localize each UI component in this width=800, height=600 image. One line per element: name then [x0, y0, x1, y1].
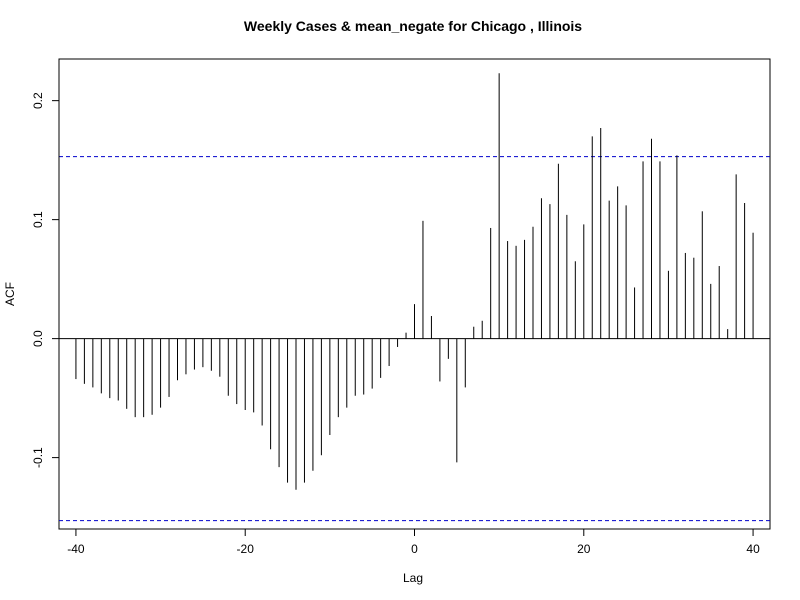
y-tick-label: 0.0: [31, 330, 45, 347]
plot-frame: [58, 58, 771, 530]
x-tick-label: 20: [577, 542, 591, 556]
y-tick-label: -0.1: [31, 447, 45, 468]
x-tick-label: 0: [411, 542, 418, 556]
x-axis-label: Lag: [403, 571, 423, 585]
y-axis: -0.1 0.0 0.1 0.2: [31, 92, 60, 468]
y-axis-label: ACF: [3, 282, 17, 306]
y-tick-label: 0.1: [31, 211, 45, 228]
y-tick-label: 0.2: [31, 92, 45, 109]
x-tick-label: -20: [237, 542, 255, 556]
x-tick-label: 40: [746, 542, 760, 556]
x-tick-label: -40: [67, 542, 85, 556]
acf-bars: [75, 73, 754, 490]
x-axis: -40 -20 0 20 40: [67, 528, 760, 556]
chart-title: Weekly Cases & mean_negate for Chicago ,…: [244, 18, 582, 34]
